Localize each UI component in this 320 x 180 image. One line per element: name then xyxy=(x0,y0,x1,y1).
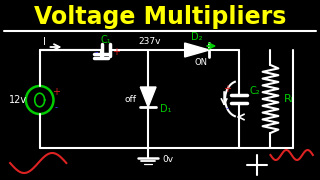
Text: C₁: C₁ xyxy=(100,35,111,45)
Text: -: - xyxy=(94,47,98,57)
Text: +: + xyxy=(52,87,60,97)
Text: I: I xyxy=(43,37,46,47)
Text: D₂: D₂ xyxy=(191,32,202,42)
Text: Rₗ: Rₗ xyxy=(284,94,293,104)
Text: 237v: 237v xyxy=(138,37,160,46)
Text: 12v: 12v xyxy=(9,95,27,105)
Text: ON: ON xyxy=(195,57,208,66)
Text: -: - xyxy=(55,103,58,112)
Text: off: off xyxy=(124,94,136,103)
Polygon shape xyxy=(140,87,156,107)
Polygon shape xyxy=(185,43,209,57)
Text: C₂: C₂ xyxy=(249,86,260,96)
Text: +: + xyxy=(223,84,231,94)
Text: Voltage Multipliers: Voltage Multipliers xyxy=(34,5,286,29)
Text: +: + xyxy=(112,47,120,57)
Text: 0v: 0v xyxy=(162,156,173,165)
Text: D₁: D₁ xyxy=(160,104,172,114)
Text: -: - xyxy=(226,105,228,114)
